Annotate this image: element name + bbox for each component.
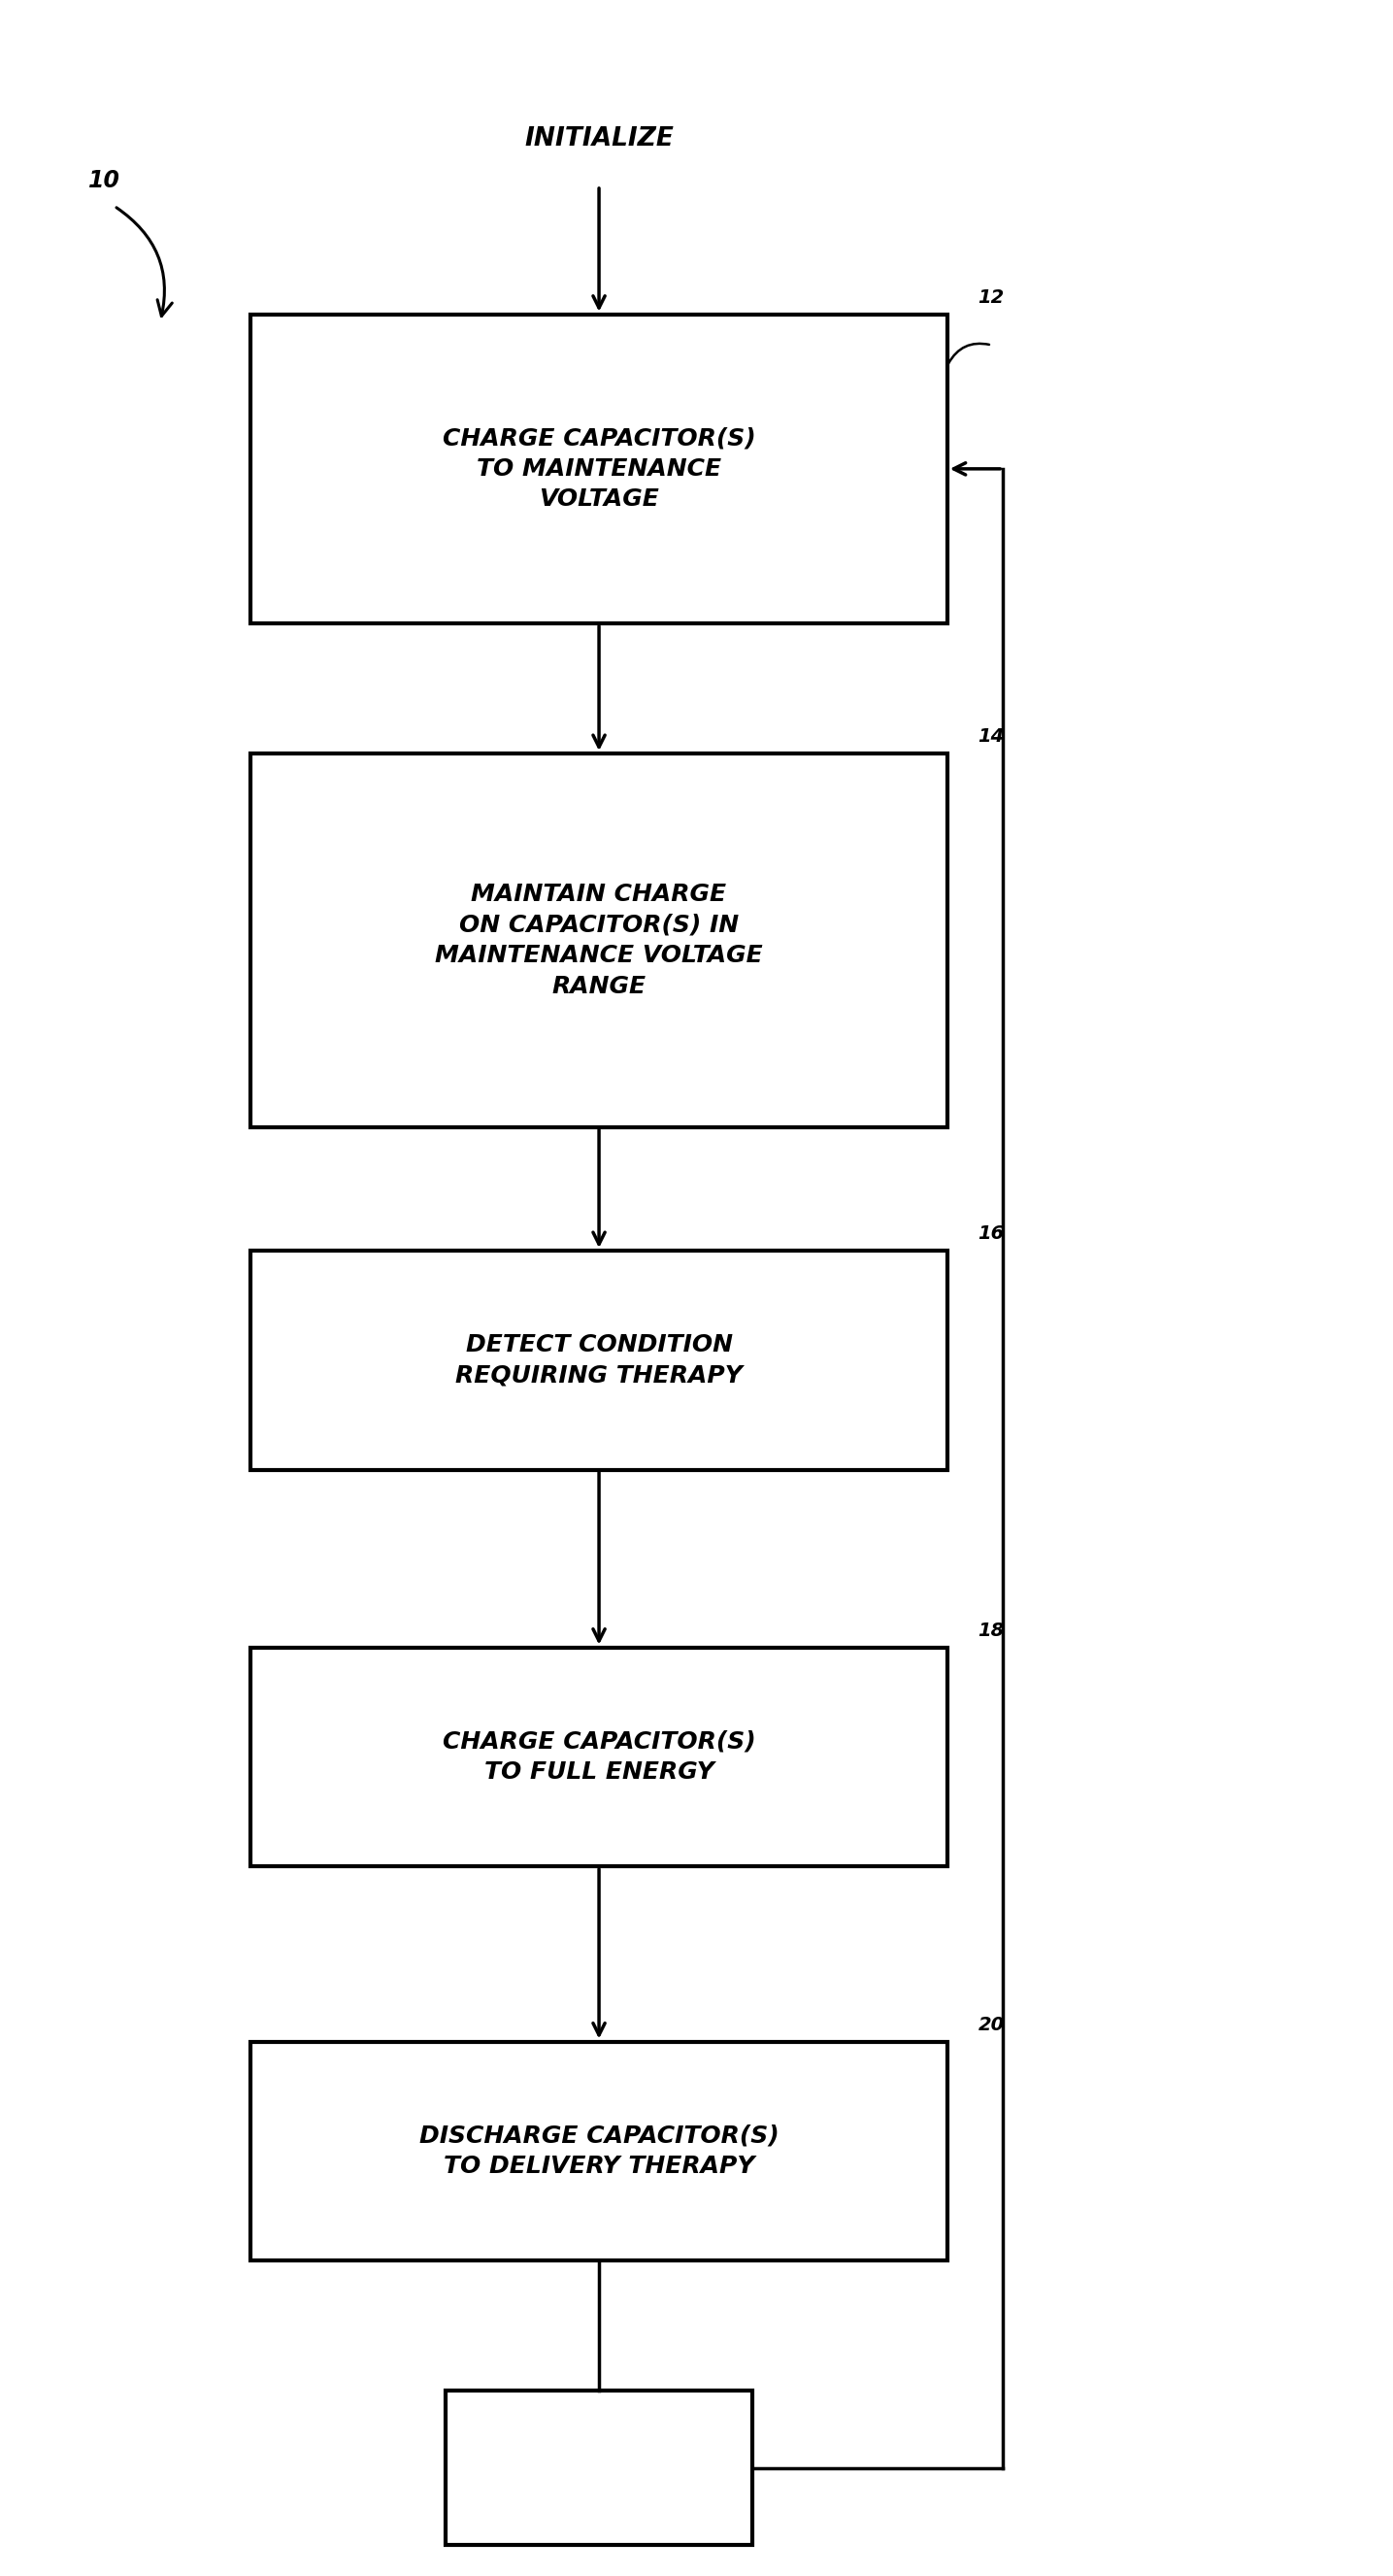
Text: 12: 12 — [978, 289, 1004, 307]
FancyBboxPatch shape — [251, 314, 947, 623]
Text: CHARGE CAPACITOR(S)
TO MAINTENANCE
VOLTAGE: CHARGE CAPACITOR(S) TO MAINTENANCE VOLTA… — [443, 428, 755, 510]
FancyBboxPatch shape — [251, 2040, 947, 2262]
FancyBboxPatch shape — [251, 1649, 947, 1865]
Text: DISCHARGE CAPACITOR(S)
TO DELIVERY THERAPY: DISCHARGE CAPACITOR(S) TO DELIVERY THERA… — [419, 2125, 779, 2177]
FancyBboxPatch shape — [251, 752, 947, 1128]
Text: MAINTAIN CHARGE
ON CAPACITOR(S) IN
MAINTENANCE VOLTAGE
RANGE: MAINTAIN CHARGE ON CAPACITOR(S) IN MAINT… — [435, 884, 763, 997]
Text: 18: 18 — [978, 1620, 1004, 1641]
FancyBboxPatch shape — [446, 2391, 752, 2545]
Text: INITIALIZE: INITIALIZE — [524, 126, 674, 152]
FancyBboxPatch shape — [251, 1252, 947, 1468]
Text: 20: 20 — [978, 2014, 1004, 2035]
Text: 14: 14 — [978, 726, 1004, 747]
Text: 16: 16 — [978, 1224, 1004, 1244]
Text: DETECT CONDITION
REQUIRING THERAPY: DETECT CONDITION REQUIRING THERAPY — [456, 1334, 742, 1386]
Text: 10: 10 — [89, 167, 120, 193]
Text: CHARGE CAPACITOR(S)
TO FULL ENERGY: CHARGE CAPACITOR(S) TO FULL ENERGY — [443, 1731, 755, 1783]
